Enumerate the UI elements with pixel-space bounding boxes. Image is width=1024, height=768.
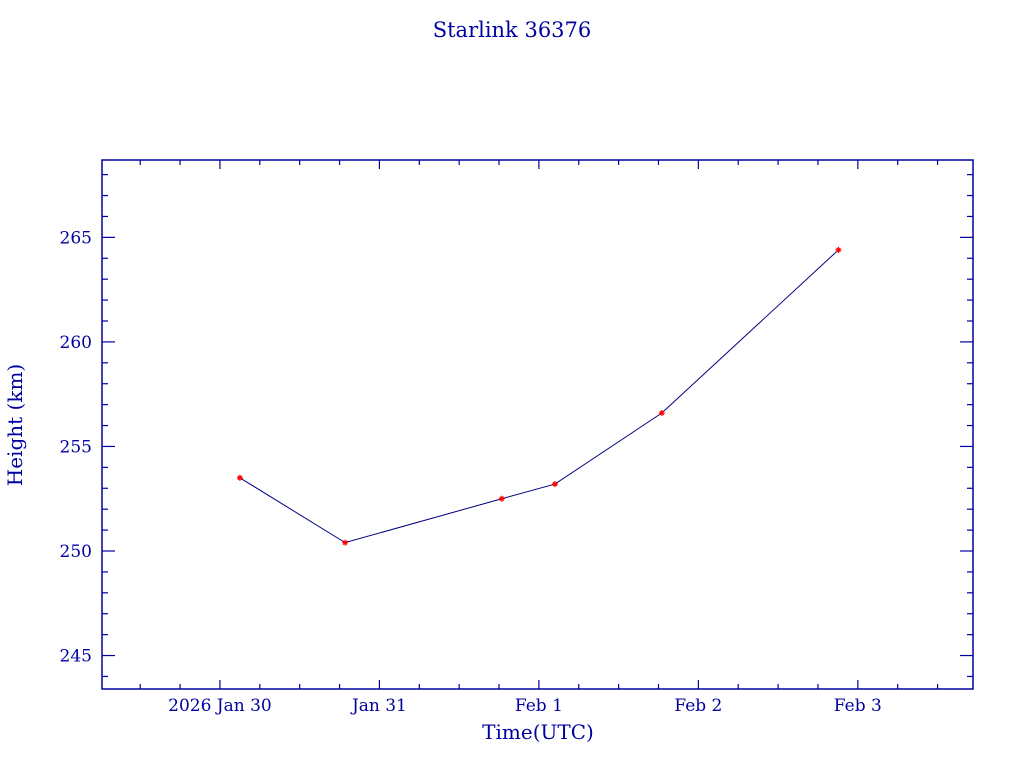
y-tick-label: 250 <box>60 542 92 562</box>
marker-stroke <box>552 481 558 487</box>
x-axis-label: Time(UTC) <box>482 720 594 744</box>
y-tick-labels: 245 250 255 260 265 <box>60 228 92 666</box>
data-point-marker <box>658 410 665 416</box>
y-tick-label: 260 <box>60 333 92 353</box>
y-tick-label: 245 <box>60 647 92 667</box>
marker-stroke <box>237 475 243 481</box>
data-point-marker <box>551 481 558 488</box>
x-tick-label: Jan 31 <box>350 696 407 716</box>
data-point-marker <box>498 495 505 502</box>
marker-stroke <box>836 247 841 253</box>
markers <box>236 246 842 546</box>
ticks <box>102 160 973 689</box>
x-tick-label: Feb 3 <box>834 696 882 716</box>
plot-frame <box>101 159 974 690</box>
series-line <box>239 249 839 544</box>
data-point-marker <box>835 246 842 253</box>
chart-title: Starlink 36376 <box>433 18 592 42</box>
y-axis-label: Height (km) <box>3 364 27 486</box>
y-tick-label: 255 <box>60 437 92 457</box>
y-tick-label: 265 <box>60 228 92 248</box>
marker-stroke <box>342 540 348 546</box>
x-tick-label: Feb 2 <box>674 696 722 716</box>
marker-stroke <box>499 496 505 502</box>
marker-stroke <box>659 410 665 416</box>
x-tick-label: Feb 1 <box>515 696 563 716</box>
x-tick-labels: 2026 Jan 30 Jan 31 Feb 1 Feb 2 Feb 3 <box>168 696 882 716</box>
x-tick-label: 2026 Jan 30 <box>168 696 272 716</box>
data-point-marker <box>236 474 243 481</box>
data-point-marker <box>342 539 349 546</box>
